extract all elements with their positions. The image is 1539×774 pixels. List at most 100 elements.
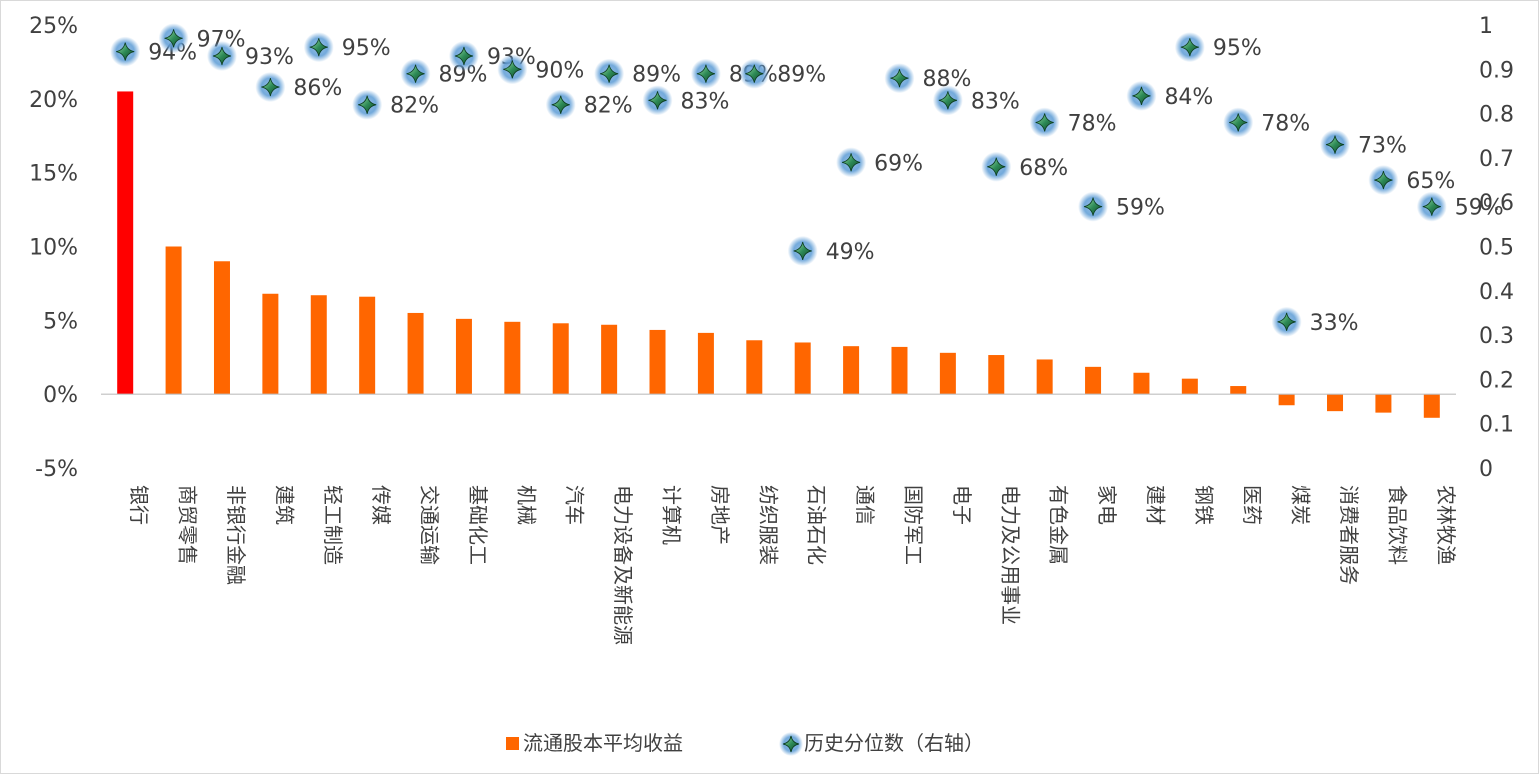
bar: [359, 296, 376, 395]
marker-data-label: 69%: [874, 151, 923, 176]
bar: [1375, 394, 1392, 413]
right-tick-label: 0: [1479, 457, 1493, 482]
marker-diamond: [164, 29, 183, 48]
marker-diamond: [648, 91, 667, 110]
marker-point: [303, 32, 334, 63]
bar: [165, 246, 182, 395]
left-tick-label: 15%: [29, 162, 78, 187]
marker-diamond: [793, 241, 812, 261]
legend-bar-swatch: [506, 737, 519, 750]
category-label: 建材: [1143, 485, 1167, 525]
marker-point: [932, 85, 963, 116]
category-label: 纺织服装: [756, 485, 780, 565]
right-tick-label: 0.9: [1479, 58, 1514, 83]
marker-point: [594, 58, 625, 89]
marker-point: [1174, 32, 1205, 63]
bar: [939, 352, 956, 395]
legend-bar-label: 流通股本平均收益: [523, 731, 683, 755]
marker-point: [1320, 129, 1351, 160]
left-tick-label: 25%: [29, 14, 78, 39]
category-label: 电子: [950, 485, 974, 525]
marker-data-label: 84%: [1164, 85, 1213, 110]
category-label: 消费者服务: [1337, 485, 1361, 585]
marker-data-label: 59%: [1455, 196, 1504, 221]
right-tick-label: 0.3: [1479, 324, 1514, 349]
marker-data-label: 65%: [1406, 169, 1455, 194]
marker-diamond: [842, 153, 861, 172]
bar: [1133, 372, 1150, 395]
marker-diamond: [551, 95, 570, 114]
marker-diamond: [1229, 113, 1248, 132]
marker-data-label: 89%: [777, 63, 826, 88]
marker-point: [1271, 306, 1302, 337]
marker-data-label: 73%: [1358, 134, 1407, 159]
marker-data-label: 82%: [584, 94, 633, 119]
category-label: 交通运输: [418, 485, 442, 565]
marker-point: [1368, 165, 1399, 196]
marker-diamond: [1083, 197, 1103, 216]
marker-diamond: [358, 95, 377, 114]
category-label: 电力设备及新能源: [611, 485, 635, 645]
right-tick-label: 0.4: [1479, 280, 1514, 305]
marker-diamond: [987, 157, 1006, 176]
category-label: 食品饮料: [1385, 485, 1409, 565]
marker-point: [1126, 80, 1157, 111]
marker-diamond: [454, 46, 474, 66]
bar: [988, 355, 1005, 395]
marker-diamond: [116, 42, 135, 61]
bar: [117, 91, 134, 395]
marker-data-label: 90%: [535, 58, 584, 83]
marker-diamond: [1132, 86, 1151, 105]
bar: [213, 261, 230, 395]
marker-point: [787, 235, 818, 266]
marker-point: [1416, 191, 1447, 222]
bar: [1181, 378, 1198, 395]
marker-point: [400, 58, 431, 89]
marker-data-label: 49%: [826, 240, 875, 265]
marker-point: [352, 89, 383, 120]
left-tick-label: 10%: [29, 236, 78, 261]
bar: [310, 295, 327, 395]
bar: [1423, 394, 1440, 418]
marker-data-label: 68%: [1019, 156, 1068, 181]
category-label: 传媒: [369, 485, 393, 525]
marker-diamond: [696, 64, 715, 83]
bar: [746, 340, 763, 395]
marker-series: 94%97%93%86%95%82%89%93%90%82%89%83%89%8…: [110, 23, 1504, 337]
marker-data-label: 83%: [681, 89, 730, 114]
right-tick-label: 1: [1479, 14, 1493, 39]
category-label: 国防军工: [901, 485, 925, 565]
category-label: 商贸零售: [176, 485, 200, 565]
bar: [504, 321, 521, 395]
left-tick-label: -5%: [35, 457, 78, 482]
marker-diamond: [1035, 113, 1054, 132]
left-axis: -5% 0% 5% 10% 15% 20% 25%: [29, 14, 78, 482]
left-tick-label: 0%: [43, 383, 78, 408]
bar: [794, 342, 811, 395]
marker-point: [1078, 191, 1109, 222]
marker-data-label: 86%: [293, 76, 342, 101]
marker-data-label: 95%: [342, 36, 391, 61]
marker-point: [981, 151, 1012, 182]
marker-point: [1029, 107, 1060, 138]
right-axis: 0 0.1 0.2 0.3 0.4 0.5 0.6 0.7 0.8 0.9 1: [1479, 14, 1514, 482]
right-tick-label: 0.2: [1479, 368, 1514, 393]
marker-point: [739, 58, 770, 89]
category-label: 机械: [514, 485, 538, 525]
category-label: 建筑: [272, 485, 296, 525]
bar: [1085, 366, 1102, 395]
marker-data-label: 89%: [632, 63, 681, 88]
category-label: 家电: [1095, 485, 1119, 525]
category-label: 电力及公用事业: [998, 485, 1022, 625]
category-label: 通信: [853, 485, 877, 525]
marker-diamond: [600, 64, 619, 83]
bar: [891, 346, 908, 395]
marker-data-label: 59%: [1116, 196, 1165, 221]
legend: 流通股本平均收益 历史分位数（右轴）: [506, 731, 984, 756]
marker-point: [497, 54, 528, 85]
right-tick-label: 0.8: [1479, 103, 1514, 128]
marker-point: [642, 85, 673, 116]
bar: [1230, 386, 1247, 395]
